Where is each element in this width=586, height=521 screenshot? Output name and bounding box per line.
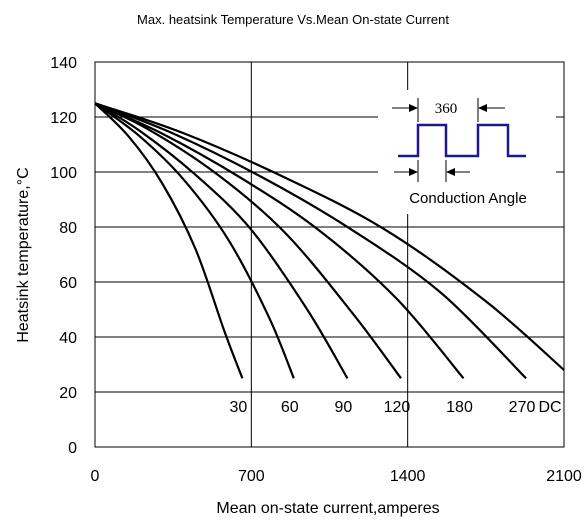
angle-arrow-right-head [446, 168, 455, 176]
y-tick-label: 20 [59, 385, 77, 402]
curve-labels: 30 60 90 120 180 270 DC [230, 399, 562, 416]
inset-caption: Conduction Angle [409, 190, 527, 207]
series-line-120 [94, 102, 402, 379]
angle-arrow-left-head [409, 168, 418, 176]
curve-label-270: 270 [509, 399, 536, 416]
y-tick-label: 100 [50, 165, 77, 182]
inset-background [378, 90, 556, 214]
series-line-180 [94, 102, 465, 380]
y-tick-label: 80 [59, 220, 77, 237]
chart-title: Max. heatsink Temperature Vs.Mean On-sta… [137, 12, 449, 27]
x-tick-label: 700 [238, 468, 265, 485]
y-tick-label: 60 [59, 275, 77, 292]
period-label: 360 [435, 101, 458, 117]
x-tick-label: 2100 [546, 468, 582, 485]
grid [95, 62, 564, 447]
period-arrow-right-head [478, 104, 487, 112]
x-tick-labels: 0 700 1400 2100 [91, 468, 582, 485]
period-arrow-left-head [409, 104, 418, 112]
plot-frame [94, 61, 565, 448]
series-line-270 [94, 102, 527, 380]
conduction-angle-inset: 360 Conduction Angle [378, 90, 556, 214]
x-tick-label: 1400 [390, 468, 426, 485]
y-tick-label: 140 [50, 55, 77, 72]
x-axis-label: Mean on-state current,amperes [216, 500, 439, 517]
series-line-30 [94, 102, 244, 379]
y-tick-label: 40 [59, 330, 77, 347]
y-axis-label: Heatsink temperature,°C [15, 167, 32, 342]
y-tick-label: 0 [68, 440, 77, 457]
curve-label-180: 180 [446, 399, 473, 416]
curve-label-60: 60 [281, 399, 299, 416]
curve-label-DC: DC [538, 399, 561, 416]
series-curves [94, 102, 565, 380]
y-tick-label: 120 [50, 110, 77, 127]
series-line-90 [94, 102, 349, 379]
curve-label-120: 120 [384, 399, 411, 416]
pulse-waveform [398, 123, 526, 158]
series-line-DC [94, 102, 565, 371]
x-tick-label: 0 [91, 468, 100, 485]
y-tick-labels: 0 20 40 60 80 100 120 140 [50, 55, 77, 457]
series-line-60 [94, 102, 295, 379]
curve-label-30: 30 [230, 399, 248, 416]
curve-label-90: 90 [334, 399, 352, 416]
